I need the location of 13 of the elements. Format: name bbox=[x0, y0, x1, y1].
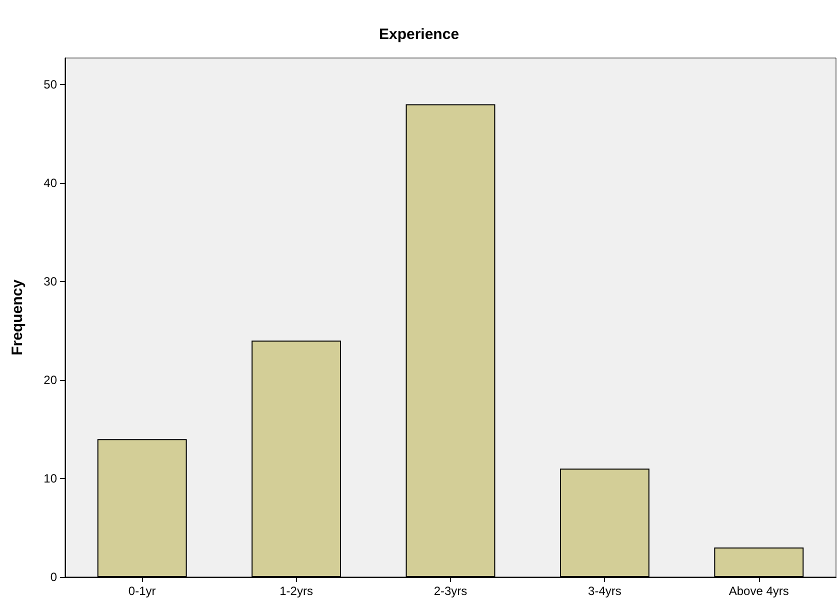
x-tick-label: 0-1yr bbox=[128, 584, 156, 598]
x-tick-label: 2-3yrs bbox=[434, 584, 468, 598]
x-tick-label: 1-2yrs bbox=[280, 584, 313, 598]
y-tick-label: 20 bbox=[44, 373, 58, 388]
x-tick-label: 3-4yrs bbox=[588, 584, 622, 598]
x-tick-label: Above 4yrs bbox=[728, 584, 789, 598]
y-tick-label: 0 bbox=[50, 570, 58, 584]
y-tick-label: 10 bbox=[44, 472, 58, 486]
y-tick-label: 40 bbox=[44, 176, 58, 190]
y-tick-label: 30 bbox=[44, 274, 58, 289]
chart-title: Experience bbox=[378, 26, 460, 43]
y-tick-label: 50 bbox=[44, 78, 58, 92]
y-axis-title: Frequency bbox=[9, 278, 26, 356]
